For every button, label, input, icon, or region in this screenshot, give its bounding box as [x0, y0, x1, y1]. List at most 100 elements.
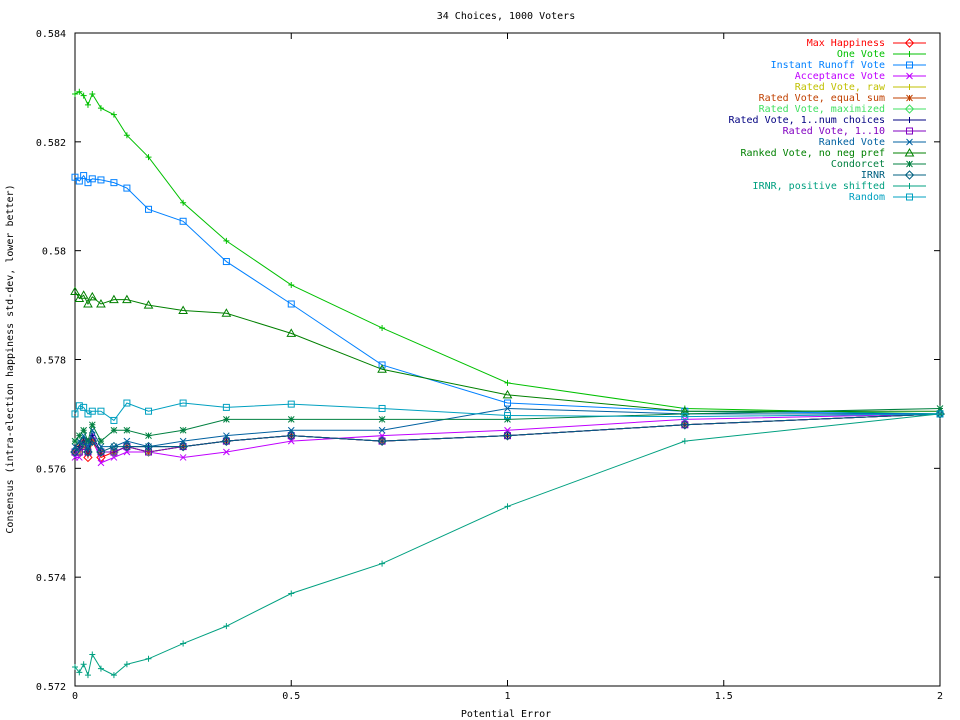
x-tick-label: 2: [937, 691, 943, 702]
data-point: [97, 407, 105, 415]
legend-label: Rated Vote, raw: [795, 82, 886, 93]
plot-lines: [70, 88, 945, 679]
legend-label: Rated Vote, 1..num choices: [728, 115, 885, 126]
data-point: [906, 94, 913, 102]
y-tick-label: 0.582: [36, 138, 66, 149]
data-point: [378, 361, 386, 369]
data-point: [76, 88, 83, 95]
legend-item: Rated Vote, 1..10: [783, 126, 926, 137]
y-tick-label: 0.574: [36, 573, 66, 584]
legend-label: Rated Vote, maximized: [759, 104, 885, 115]
data-point: [222, 403, 230, 411]
data-point: [83, 298, 93, 308]
data-point: [680, 420, 690, 430]
series-line: [74, 174, 941, 415]
data-point: [179, 437, 187, 445]
data-point: [178, 441, 188, 452]
series-line: [74, 413, 941, 454]
data-point: [109, 294, 119, 304]
data-point: [84, 672, 91, 679]
data-point: [179, 426, 187, 434]
data-point: [122, 294, 132, 304]
data-point: [84, 448, 92, 456]
series-11: [71, 405, 944, 445]
data-point: [96, 298, 106, 308]
data-point: [83, 447, 93, 457]
legend-label: Ranked Vote: [819, 137, 885, 148]
legend-label: Condorcet: [831, 159, 885, 170]
data-point: [904, 104, 915, 114]
data-point: [179, 217, 187, 225]
data-point: [75, 432, 83, 440]
x-tick-label: 0.5: [282, 691, 300, 702]
legend-item: Rated Vote, raw: [795, 82, 926, 93]
y-tick-label: 0.578: [36, 356, 66, 367]
data-point: [80, 661, 87, 668]
series-line: [74, 407, 941, 443]
data-point: [287, 426, 295, 434]
data-point: [80, 426, 88, 434]
data-point: [504, 412, 511, 420]
data-point: [377, 364, 387, 373]
data-point: [78, 436, 89, 446]
data-point: [221, 308, 232, 317]
y-axis-label: Consensus (intra-election happiness std-…: [5, 184, 16, 533]
x-axis-label: Potential Error: [461, 709, 551, 720]
legend-label: One Vote: [837, 49, 885, 60]
legend-item: Condorcet: [831, 159, 926, 170]
data-point: [145, 432, 152, 440]
series-10: [70, 286, 945, 415]
data-point: [97, 437, 105, 445]
data-point: [75, 402, 83, 410]
x-tick-label: 1.5: [715, 691, 733, 702]
legend-label: Rated Vote, 1..10: [783, 126, 885, 137]
data-point: [80, 403, 88, 411]
legend-item: Ranked Vote: [819, 137, 926, 148]
legend-label: Max Happiness: [807, 38, 885, 49]
data-point: [223, 237, 230, 244]
y-tick-label: 0.576: [36, 464, 66, 475]
data-point: [504, 405, 511, 412]
data-point: [110, 448, 118, 456]
data-point: [180, 640, 187, 647]
data-point: [84, 443, 92, 450]
data-point: [110, 426, 118, 434]
data-point: [906, 72, 913, 80]
data-point: [75, 177, 83, 185]
data-point: [504, 399, 511, 407]
legend-item: IRNR: [861, 170, 926, 181]
legend-item: One Vote: [837, 49, 926, 60]
data-point: [123, 399, 131, 407]
data-point: [681, 413, 689, 421]
data-point: [936, 405, 944, 412]
legend-label: IRNR: [861, 170, 886, 181]
data-point: [88, 175, 96, 183]
data-point: [145, 154, 152, 161]
data-point: [109, 441, 119, 452]
legend-label: IRNR, positive shifted: [753, 181, 885, 192]
data-point: [75, 448, 83, 456]
data-point: [504, 416, 511, 423]
data-point: [287, 416, 295, 423]
data-point: [378, 404, 386, 412]
data-point: [123, 184, 131, 192]
data-point: [379, 324, 386, 331]
data-point: [223, 623, 230, 630]
data-point: [72, 663, 78, 670]
data-point: [504, 379, 511, 386]
data-point: [180, 199, 187, 206]
data-point: [145, 448, 153, 456]
data-point: [906, 160, 913, 168]
data-point: [504, 503, 511, 510]
data-point: [87, 291, 98, 301]
data-point: [110, 111, 117, 118]
data-point: [286, 328, 297, 337]
data-point: [288, 281, 295, 288]
data-point: [178, 305, 188, 315]
data-point: [110, 672, 117, 679]
data-point: [377, 436, 387, 446]
data-point: [145, 407, 153, 415]
legend-item: Rated Vote, maximized: [759, 104, 926, 115]
data-point: [681, 438, 688, 445]
